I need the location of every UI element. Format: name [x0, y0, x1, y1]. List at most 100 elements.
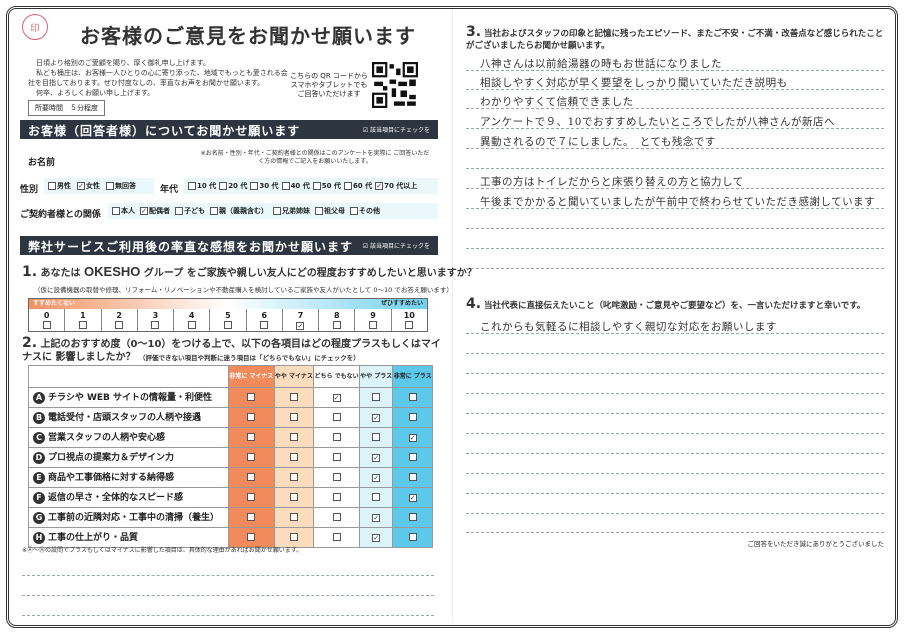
checkbox[interactable]: [289, 472, 298, 481]
checkbox[interactable]: [332, 512, 341, 521]
rating-cell[interactable]: ✓: [358, 407, 394, 428]
age-option[interactable]: 40 代: [281, 181, 310, 191]
rating-cell[interactable]: [313, 527, 360, 548]
relation-option[interactable]: 祖父母: [315, 206, 345, 216]
rating-cell[interactable]: ✓: [358, 507, 394, 528]
rating-cell[interactable]: ✓: [392, 487, 433, 508]
checkbox[interactable]: [289, 412, 298, 421]
checkbox[interactable]: ✓: [408, 433, 417, 442]
rating-cell[interactable]: [228, 387, 275, 408]
age-option[interactable]: 10 代: [188, 181, 216, 191]
rating-cell[interactable]: [228, 427, 275, 448]
checkbox[interactable]: [405, 321, 414, 329]
checkbox[interactable]: [289, 392, 298, 401]
rating-cell[interactable]: [273, 427, 315, 448]
rating-cell[interactable]: [392, 527, 433, 548]
checkbox[interactable]: [219, 182, 228, 190]
checkbox[interactable]: [281, 182, 290, 190]
rating-cell[interactable]: [392, 467, 433, 488]
rating-cell[interactable]: [358, 427, 394, 448]
checkbox[interactable]: [289, 432, 298, 441]
checkbox[interactable]: [332, 492, 341, 501]
rating-cell[interactable]: [392, 407, 433, 428]
checkbox[interactable]: [250, 182, 259, 190]
rating-cell[interactable]: [273, 407, 315, 428]
checkbox[interactable]: [115, 321, 124, 329]
checkbox[interactable]: [175, 207, 183, 215]
rating-cell[interactable]: ✓: [358, 467, 394, 488]
checkbox[interactable]: [408, 392, 417, 401]
age-option[interactable]: 30 代: [250, 181, 279, 191]
checkbox[interactable]: [223, 321, 232, 329]
scale-option[interactable]: 9: [355, 309, 392, 331]
age-option[interactable]: 60 代: [343, 181, 372, 191]
checkbox[interactable]: [48, 182, 56, 190]
rating-cell[interactable]: [228, 447, 275, 468]
checkbox[interactable]: [332, 412, 341, 421]
age-option[interactable]: ✓ 70 代以上: [375, 181, 417, 191]
rating-cell[interactable]: [313, 427, 360, 448]
rating-cell[interactable]: [358, 387, 394, 408]
checkbox[interactable]: [247, 472, 256, 481]
scale-option[interactable]: 5: [210, 309, 247, 331]
checkbox[interactable]: [332, 532, 341, 541]
checkbox[interactable]: [106, 182, 114, 190]
checkbox[interactable]: ✓: [140, 207, 148, 215]
checkbox[interactable]: [350, 207, 358, 215]
checkbox[interactable]: [372, 392, 381, 401]
checkbox[interactable]: [289, 492, 298, 501]
rating-cell[interactable]: ✓: [358, 447, 394, 468]
rating-cell[interactable]: [392, 507, 433, 528]
checkbox[interactable]: ✓: [372, 533, 381, 542]
age-option[interactable]: 50 代: [312, 181, 341, 191]
rating-cell[interactable]: [273, 467, 315, 488]
rating-cell[interactable]: [392, 447, 433, 468]
checkbox[interactable]: [187, 321, 196, 329]
checkbox[interactable]: [408, 472, 417, 481]
checkbox[interactable]: ✓: [332, 393, 341, 402]
checkbox[interactable]: [42, 321, 51, 329]
checkbox[interactable]: [247, 432, 256, 441]
rating-cell[interactable]: [228, 507, 275, 528]
rating-cell[interactable]: [228, 467, 275, 488]
rating-cell[interactable]: [228, 407, 275, 428]
checkbox[interactable]: [273, 207, 281, 215]
scale-option[interactable]: 2: [102, 309, 138, 331]
checkbox[interactable]: [408, 452, 417, 461]
checkbox[interactable]: [289, 532, 298, 541]
checkbox[interactable]: [112, 207, 120, 215]
checkbox[interactable]: [210, 207, 218, 215]
rating-cell[interactable]: [273, 447, 315, 468]
relation-option[interactable]: ✓ 配偶者: [140, 206, 170, 216]
rating-cell[interactable]: [392, 387, 433, 408]
checkbox[interactable]: [289, 452, 298, 461]
age-option[interactable]: 20 代: [219, 181, 247, 191]
checkbox[interactable]: ✓: [372, 453, 381, 462]
rating-cell[interactable]: [313, 407, 360, 428]
scale-option[interactable]: 7 ✓: [283, 309, 320, 331]
checkbox[interactable]: ✓: [372, 413, 381, 422]
rating-cell[interactable]: [273, 527, 315, 548]
scale-option[interactable]: 8: [319, 309, 356, 331]
checkbox[interactable]: ✓: [296, 322, 305, 330]
rating-cell[interactable]: [313, 447, 360, 468]
relation-option[interactable]: その他: [350, 206, 380, 216]
qr-code-icon[interactable]: [372, 62, 418, 108]
rating-cell[interactable]: [313, 487, 360, 508]
checkbox[interactable]: [408, 532, 417, 541]
checkbox[interactable]: [332, 321, 341, 329]
checkbox[interactable]: ✓: [77, 182, 85, 190]
relation-option[interactable]: 子ども: [175, 206, 205, 216]
rating-cell[interactable]: [273, 387, 315, 408]
checkbox[interactable]: ✓: [372, 513, 381, 522]
relation-option[interactable]: 親（義親含む）: [210, 206, 268, 216]
rating-cell[interactable]: ✓: [358, 527, 394, 548]
rating-cell[interactable]: ✓: [392, 427, 433, 448]
checkbox[interactable]: [408, 412, 417, 421]
gender-option[interactable]: 男性: [48, 181, 71, 191]
checkbox[interactable]: [369, 321, 378, 329]
checkbox[interactable]: [332, 472, 341, 481]
checkbox[interactable]: [247, 512, 256, 521]
checkbox[interactable]: [408, 512, 417, 521]
rating-cell[interactable]: [358, 487, 394, 508]
